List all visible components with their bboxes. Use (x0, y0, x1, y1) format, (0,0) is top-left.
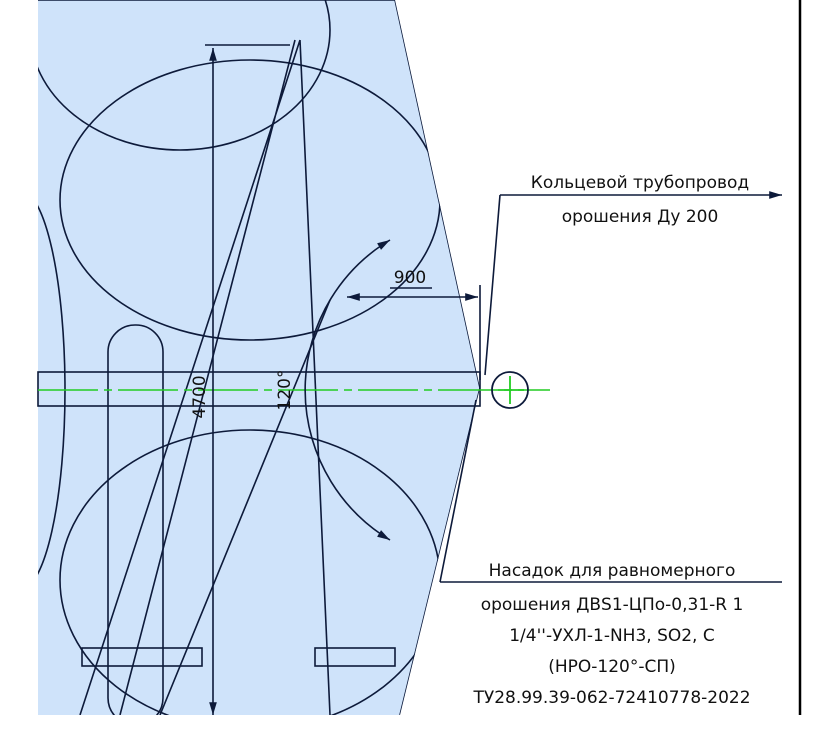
nozzle-label: (НРО-120°-СП) (548, 657, 676, 677)
dimension-offset: 900 (394, 268, 426, 288)
dimension-angle: 120° (275, 370, 295, 411)
angle-arc (304, 239, 391, 541)
pipe (37, 371, 481, 407)
nozzle-label: 1/4''-УХЛ-1-NH3, SO2, С (509, 626, 715, 646)
pipe-label: орошения Ду 200 (562, 207, 719, 227)
dimension-height: 4700 (190, 375, 210, 418)
pipe-label: Кольцевой трубопровод (531, 173, 749, 193)
nozzle-label: Насадок для равномерного (489, 561, 736, 581)
ring-pipe (491, 371, 529, 409)
spray-zones (38, 0, 480, 715)
nozzle-label: орошения ДВS1-ЦПо-0,31-R 1 (481, 595, 744, 615)
nozzle-label: ТУ28.99.39-062-72410778-2022 (472, 688, 750, 708)
